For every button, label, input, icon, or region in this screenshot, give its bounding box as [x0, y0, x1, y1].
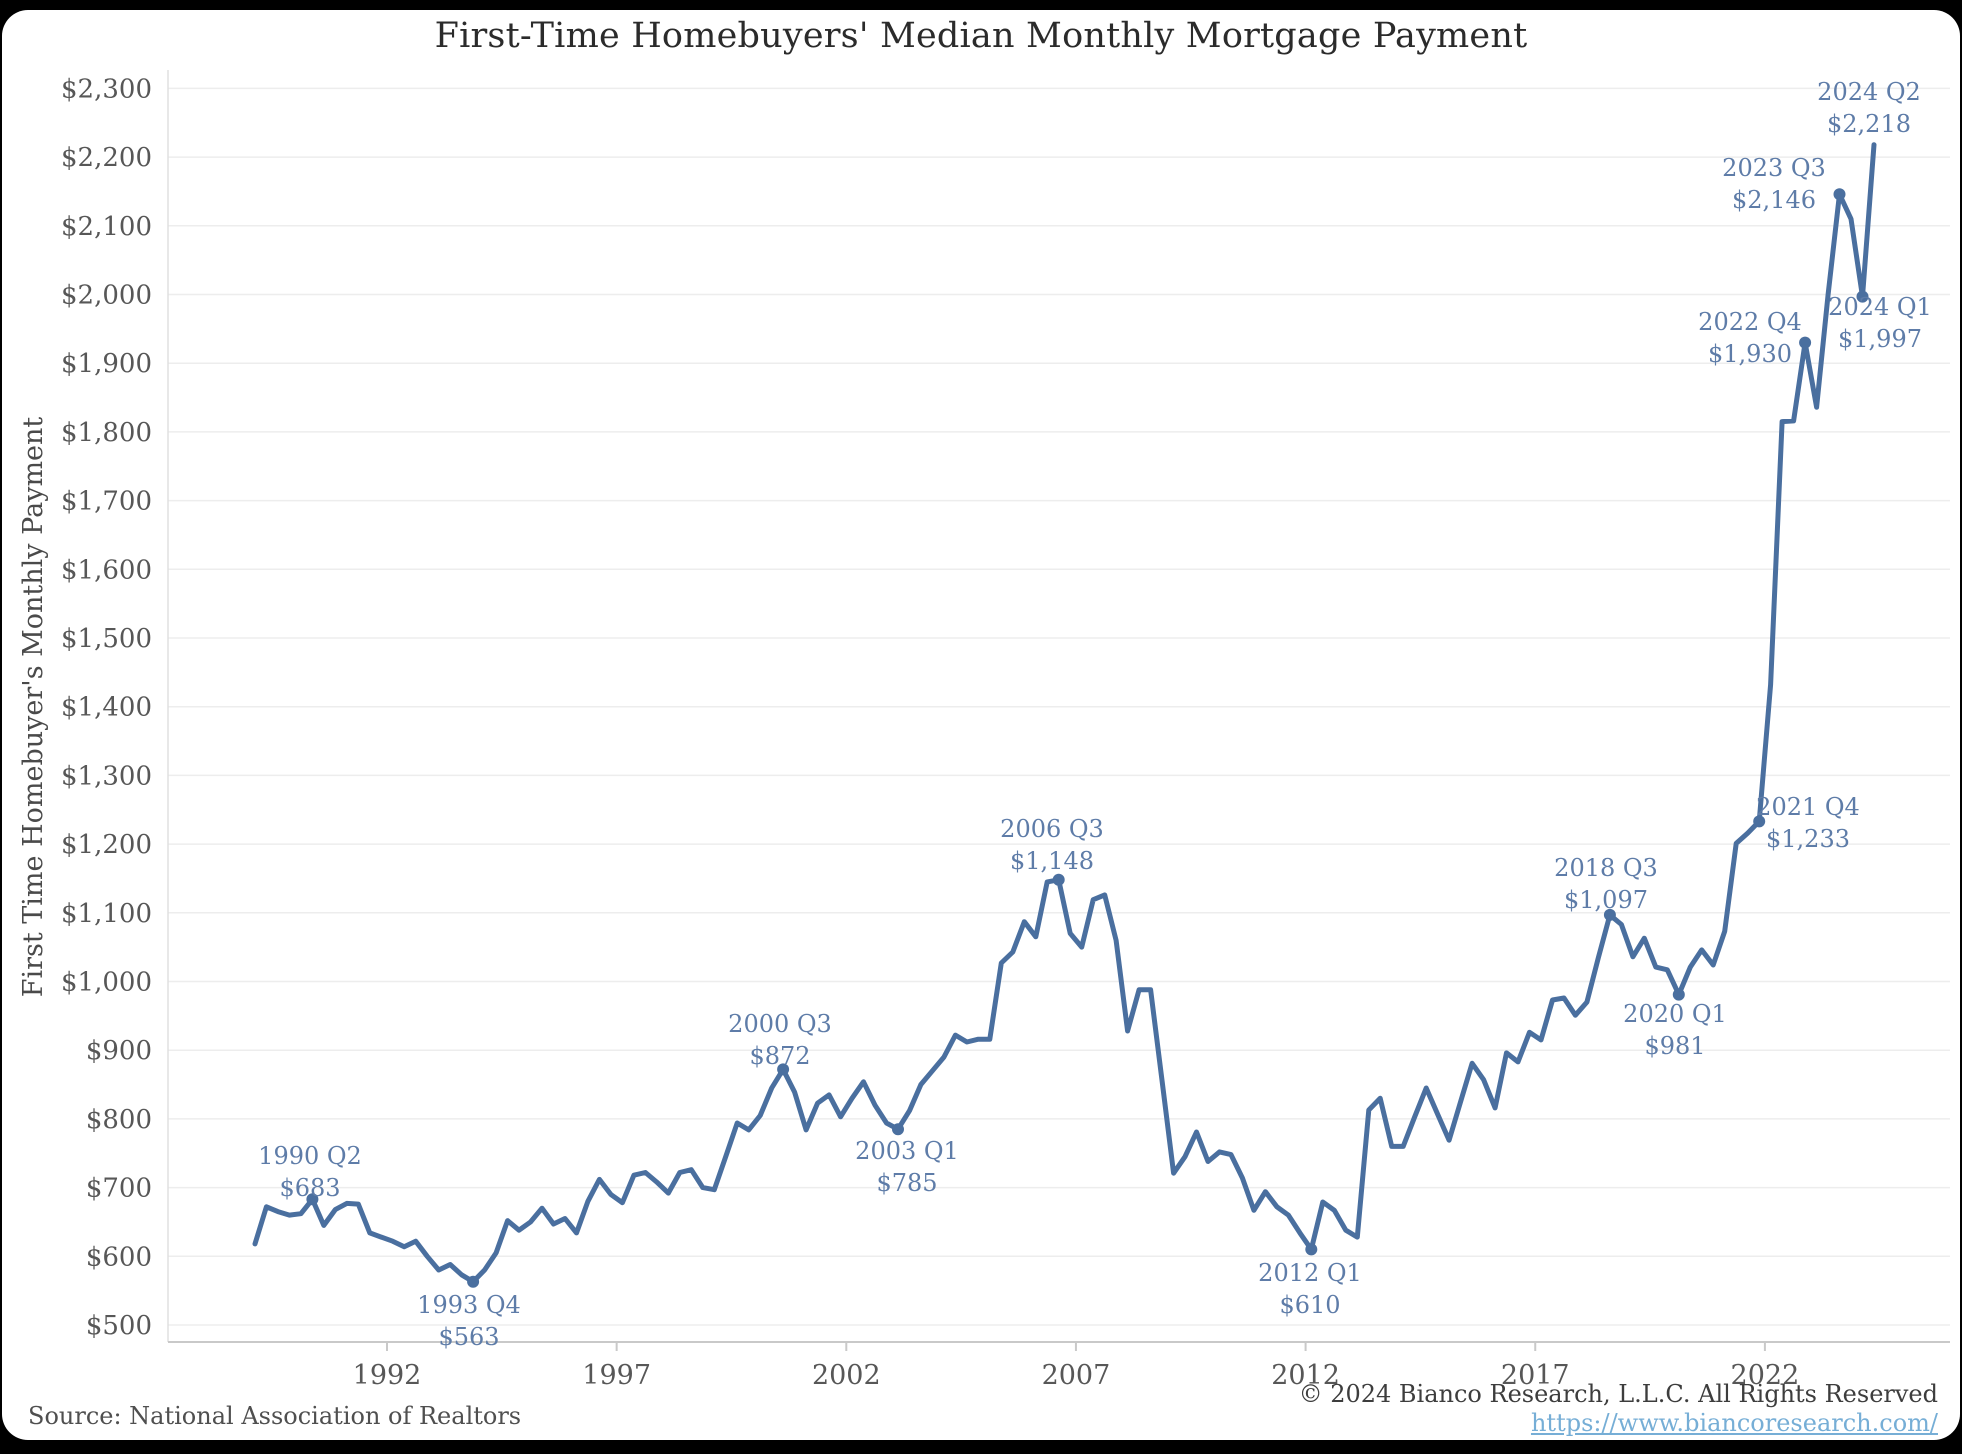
y-tick-label-2000: $2,000 — [61, 281, 152, 311]
copyright-text: © 2024 Bianco Research, L.L.C. All Right… — [1299, 1380, 1938, 1409]
annotation-2021-q4-period: 2021 Q4 — [1756, 793, 1860, 821]
annotation-2023-q3-period: 2023 Q3 — [1722, 154, 1826, 182]
annotation-2012-q1-period: 2012 Q1 — [1258, 1259, 1362, 1287]
y-tick-label-500: $500 — [86, 1311, 152, 1341]
bianco-research-link[interactable]: https://www.biancoresearch.com/ — [1531, 1409, 1938, 1437]
annotation-2018-q3-period: 2018 Q3 — [1554, 854, 1658, 882]
y-tick-label-1100: $1,100 — [61, 899, 152, 929]
annotation-2021-q4-amount: $1,233 — [1766, 825, 1850, 853]
annotation-2003-q1-amount: $785 — [876, 1169, 937, 1197]
x-tick-label-1992: 1992 — [353, 1360, 422, 1391]
y-tick-label-1500: $1,500 — [61, 624, 152, 654]
annotation-2006-q3-amount: $1,148 — [1010, 847, 1094, 875]
annotation-2000-q3-amount: $872 — [749, 1042, 810, 1070]
source-note: Source: National Association of Realtors — [28, 1402, 521, 1430]
data-point-2020-q1 — [1673, 989, 1685, 1001]
y-tick-label-700: $700 — [86, 1174, 152, 1204]
y-tick-label-1400: $1,400 — [61, 693, 152, 723]
annotation-2024-q2-amount: $2,218 — [1827, 110, 1911, 138]
annotation-2018-q3-amount: $1,097 — [1564, 886, 1648, 914]
data-point-2003-q1 — [892, 1123, 904, 1135]
mortgage-payment-line-chart: $500 $600 $700 $800 $900 $1,000 $1,100 $1,200 $1… — [2, 10, 1962, 1454]
y-tick-label-1300: $1,300 — [61, 761, 152, 791]
data-point-2006-q3 — [1053, 874, 1065, 886]
y-tick-label-1600: $1,600 — [61, 555, 152, 585]
data-point-2022-q4 — [1799, 337, 1811, 349]
annotation-2020-q1-period: 2020 Q1 — [1623, 1000, 1727, 1028]
x-tick-label-2007: 2007 — [1042, 1360, 1111, 1391]
y-tick-label-1200: $1,200 — [61, 830, 152, 860]
y-tick-label-2300: $2,300 — [61, 74, 152, 104]
data-point-2023-q3 — [1834, 188, 1846, 200]
annotation-2000-q3-period: 2000 Q3 — [728, 1010, 832, 1038]
x-tick-label-1997: 1997 — [582, 1360, 651, 1391]
y-tick-label-1800: $1,800 — [61, 418, 152, 448]
annotation-1993-q4-amount: $563 — [438, 1323, 499, 1351]
copyright-block: © 2024 Bianco Research, L.L.C. All Right… — [1299, 1380, 1938, 1438]
annotation-2024-q2-period: 2024 Q2 — [1817, 78, 1921, 106]
y-tick-label-900: $900 — [86, 1036, 152, 1066]
y-tick-label-1700: $1,700 — [61, 487, 152, 517]
annotation-2012-q1-amount: $610 — [1279, 1291, 1340, 1319]
annotation-2006-q3-period: 2006 Q3 — [1000, 815, 1104, 843]
annotation-2024-q1-period: 2024 Q1 — [1828, 293, 1932, 321]
y-tick-label-800: $800 — [86, 1105, 152, 1135]
annotation-2023-q3-amount: $2,146 — [1732, 186, 1816, 214]
annotation-2022-q4-period: 2022 Q4 — [1698, 308, 1802, 336]
payment-line-series — [255, 145, 1874, 1282]
annotation-2020-q1-amount: $981 — [1644, 1032, 1705, 1060]
annotation-2022-q4-amount: $1,930 — [1708, 340, 1792, 368]
y-tick-label-2200: $2,200 — [61, 143, 152, 173]
chart-card: First-Time Homebuyers' Median Monthly Mo… — [2, 10, 1960, 1440]
annotation-2024-q1-amount: $1,997 — [1838, 325, 1922, 353]
annotation-2003-q1-period: 2003 Q1 — [855, 1137, 959, 1165]
y-tick-label-1900: $1,900 — [61, 349, 152, 379]
y-tick-label-600: $600 — [86, 1242, 152, 1272]
y-tick-label-1000: $1,000 — [61, 968, 152, 998]
annotation-1990-q2-amount: $683 — [279, 1174, 340, 1202]
data-point-2012-q1 — [1305, 1243, 1317, 1255]
annotation-1993-q4-period: 1993 Q4 — [417, 1291, 521, 1319]
y-axis-title: First Time Homebuyer's Monthly Payment — [18, 417, 49, 998]
data-point-1993-q4 — [467, 1276, 479, 1288]
annotation-1990-q2-period: 1990 Q2 — [258, 1142, 362, 1170]
x-tick-label-2002: 2002 — [812, 1360, 881, 1391]
y-tick-label-2100: $2,100 — [61, 212, 152, 242]
